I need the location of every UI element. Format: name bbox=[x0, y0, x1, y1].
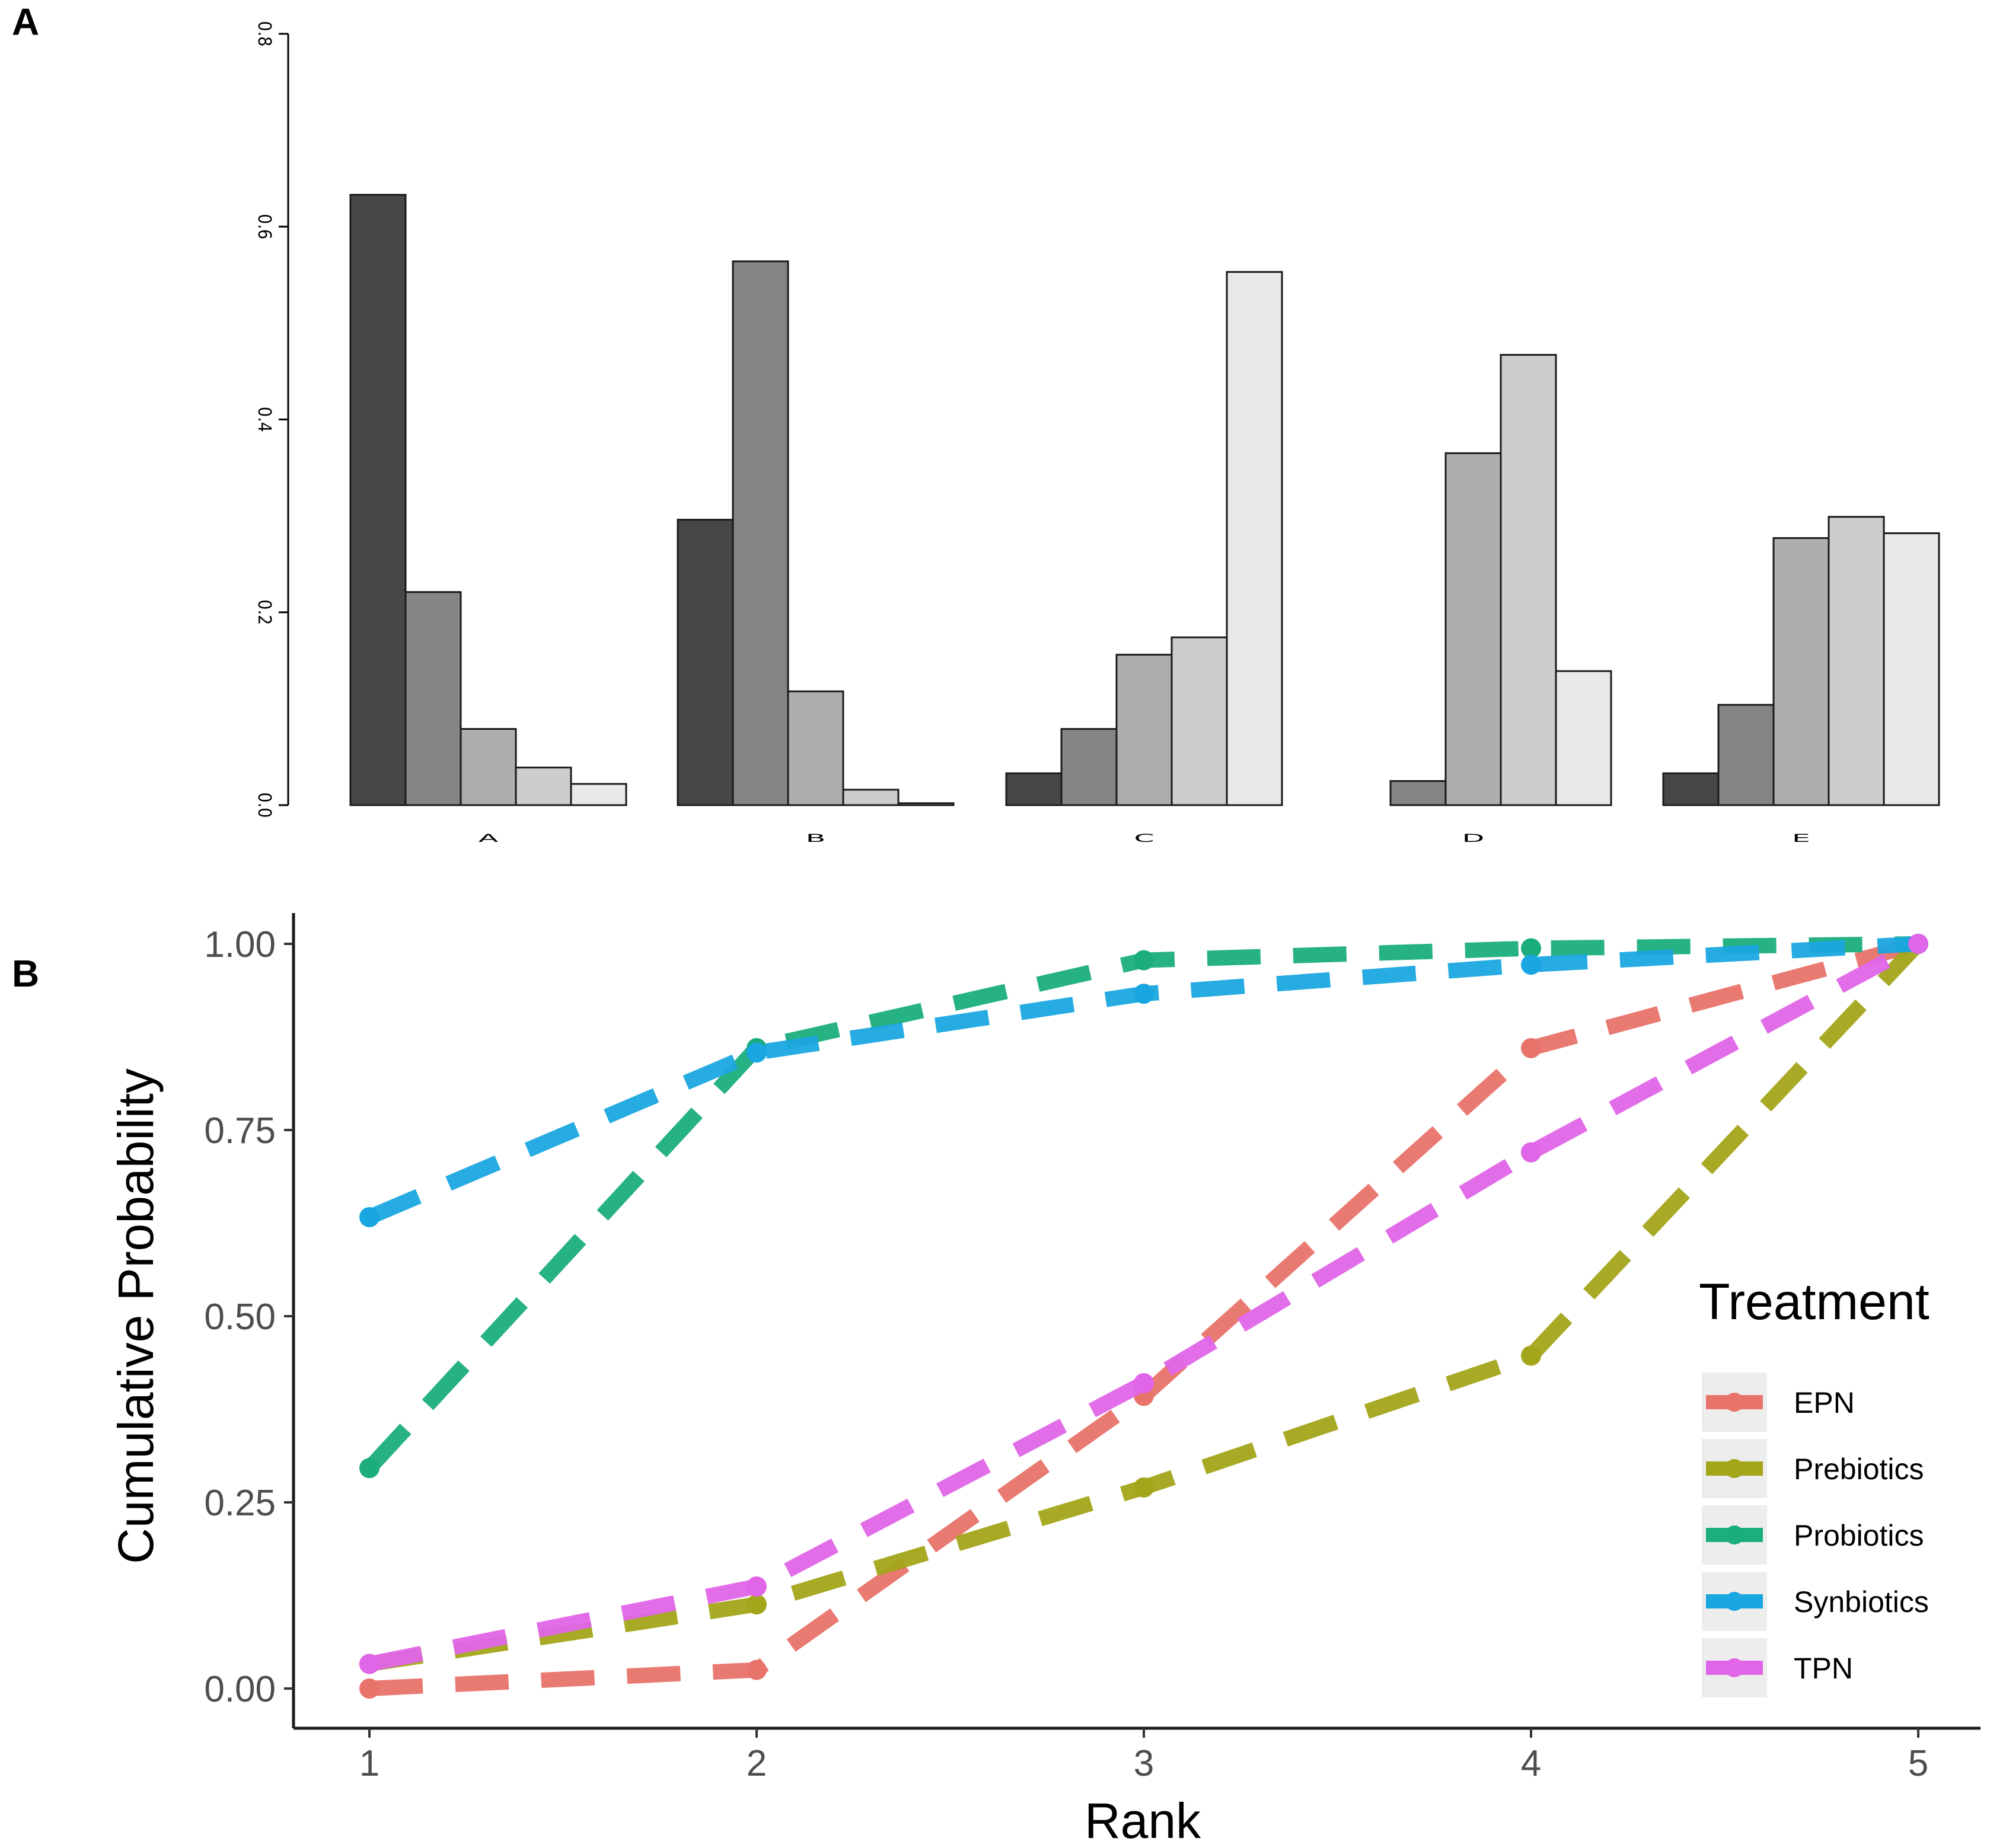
x-tick-label-b: 5 bbox=[1908, 1743, 1928, 1784]
legend-label-synbiotics: Synbiotics bbox=[1794, 1585, 1929, 1619]
bar-chart-panel-a: 0.0 0.2 0.4 0.6 0.8 A B C D E bbox=[254, 21, 1940, 845]
point-tpn bbox=[1908, 934, 1928, 954]
point-synbiotics bbox=[1134, 984, 1154, 1004]
bar-C-rank-2 bbox=[1060, 728, 1118, 806]
y-tick-label-b: 1.00 bbox=[204, 924, 276, 965]
bar-B-rank-5 bbox=[897, 802, 955, 806]
bar-E-rank-1 bbox=[1662, 772, 1720, 806]
series-line-epn bbox=[369, 936, 1921, 1696]
bar-A-rank-4 bbox=[515, 767, 572, 806]
x-axis-title: Rank bbox=[1085, 1793, 1201, 1848]
y-tick-label-b: 0.00 bbox=[204, 1669, 276, 1710]
legend-key-point bbox=[1725, 1459, 1744, 1478]
series-line-prebiotics bbox=[368, 939, 1924, 1672]
x-tick-label-b: 3 bbox=[1134, 1743, 1154, 1784]
line-chart-panel-b: 0.00 0.25 0.50 0.75 1.00 1 2 3 4 5 Rank Cumulative … bbox=[108, 913, 1986, 1848]
x-tick-label-b: 2 bbox=[747, 1743, 767, 1784]
point-prebiotics bbox=[1134, 1477, 1154, 1498]
point-tpn bbox=[747, 1576, 767, 1597]
bar-B-rank-2 bbox=[732, 260, 789, 806]
bar-C-rank-1 bbox=[1005, 772, 1063, 806]
point-probiotics bbox=[359, 1458, 379, 1479]
y-tick-label-b: 0.50 bbox=[204, 1297, 276, 1338]
legend-label-epn: EPN bbox=[1794, 1386, 1855, 1419]
bar-C-rank-3 bbox=[1115, 653, 1173, 806]
y-tick-label-a: 0.0 bbox=[254, 793, 275, 818]
x-tick-label-a: A bbox=[479, 832, 498, 845]
legend-key-point bbox=[1725, 1393, 1744, 1412]
x-tick-label-b: 1 bbox=[359, 1743, 379, 1784]
bar-A-rank-5 bbox=[570, 783, 627, 806]
panel-label-a: A bbox=[12, 1, 40, 43]
y-axis-title: Cumulative Probability bbox=[108, 1068, 164, 1564]
point-epn bbox=[1521, 1038, 1541, 1058]
bar-A-rank-3 bbox=[460, 728, 517, 806]
bar-D-rank-3 bbox=[1444, 452, 1502, 806]
legend-title: Treatment bbox=[1699, 1274, 1930, 1330]
bar-D-rank-5 bbox=[1555, 670, 1612, 806]
point-epn bbox=[359, 1678, 379, 1699]
x-tick-label-a: B bbox=[806, 832, 826, 845]
y-tick-label-a: 0.4 bbox=[254, 407, 275, 432]
bar-A-rank-2 bbox=[404, 591, 462, 806]
legend-label-prebiotics: Prebiotics bbox=[1794, 1453, 1924, 1486]
point-synbiotics bbox=[747, 1042, 767, 1063]
x-tick-label-a: C bbox=[1134, 832, 1154, 845]
bar-C-rank-4 bbox=[1171, 636, 1228, 806]
x-tick-label-a: E bbox=[1792, 832, 1810, 845]
bar-B-rank-1 bbox=[677, 519, 734, 806]
y-tick-label-a: 0.6 bbox=[254, 214, 275, 240]
y-tick-label-b: 0.25 bbox=[204, 1483, 276, 1524]
legend-key-point bbox=[1725, 1658, 1744, 1677]
point-synbiotics bbox=[359, 1207, 379, 1227]
bar-A-rank-1 bbox=[349, 194, 407, 806]
bar-B-rank-4 bbox=[842, 789, 900, 806]
legend-label-probiotics: Probiotics bbox=[1794, 1519, 1924, 1552]
point-probiotics bbox=[1521, 938, 1541, 959]
legend-key-point bbox=[1725, 1525, 1744, 1544]
point-prebiotics bbox=[1521, 1345, 1541, 1366]
bar-E-rank-4 bbox=[1828, 516, 1885, 806]
point-synbiotics bbox=[1521, 955, 1541, 975]
bar-D-rank-4 bbox=[1500, 354, 1557, 806]
bar-E-rank-2 bbox=[1717, 704, 1775, 806]
bar-E-rank-5 bbox=[1883, 532, 1940, 806]
point-tpn bbox=[1521, 1142, 1541, 1163]
x-tick-label-a: D bbox=[1462, 832, 1485, 845]
y-tick-label-a: 0.8 bbox=[254, 21, 275, 47]
bar-D-rank-2 bbox=[1389, 780, 1447, 806]
panel-label-b: B bbox=[12, 952, 40, 995]
point-tpn bbox=[359, 1654, 379, 1674]
point-epn bbox=[747, 1659, 767, 1680]
bar-B-rank-3 bbox=[787, 690, 844, 806]
legend-label-tpn: TPN bbox=[1794, 1652, 1853, 1685]
bar-C-rank-5 bbox=[1226, 271, 1283, 806]
y-tick-label-b: 0.75 bbox=[204, 1110, 276, 1151]
point-probiotics bbox=[1134, 950, 1154, 971]
bar-E-rank-3 bbox=[1772, 537, 1830, 806]
point-prebiotics bbox=[747, 1594, 767, 1615]
series-line-tpn bbox=[368, 937, 1922, 1672]
y-tick-label-a: 0.2 bbox=[254, 599, 275, 625]
point-tpn bbox=[1134, 1373, 1154, 1394]
legend-key-point bbox=[1725, 1592, 1744, 1611]
x-tick-label-b: 4 bbox=[1521, 1743, 1541, 1784]
